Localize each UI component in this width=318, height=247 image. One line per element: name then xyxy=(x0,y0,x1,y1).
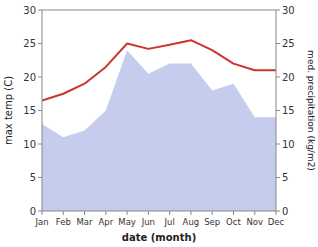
x-tick-label: Sep xyxy=(204,217,220,227)
x-tick-label: Aug xyxy=(183,217,200,227)
y2-tick-label: 30 xyxy=(282,5,295,16)
y2-tick-label: 10 xyxy=(282,139,295,150)
x-tick xyxy=(63,211,64,215)
x-tick-label: Oct xyxy=(226,217,241,227)
x-tick xyxy=(276,211,277,215)
line xyxy=(42,40,276,100)
y-tick-label: 0 xyxy=(30,206,36,217)
y2-tick xyxy=(276,177,280,178)
y2-axis-label: med. precipitation (kg/m2) xyxy=(306,50,316,171)
x-tick xyxy=(127,211,128,215)
y2-tick-label: 20 xyxy=(282,72,295,83)
area xyxy=(42,50,276,211)
y-tick xyxy=(38,43,42,44)
x-tick xyxy=(84,211,85,215)
y-tick-label: 25 xyxy=(23,38,36,49)
y2-tick xyxy=(276,10,280,11)
y2-tick-label: 25 xyxy=(282,38,295,49)
x-tick xyxy=(42,211,43,215)
y2-tick xyxy=(276,211,280,212)
x-tick xyxy=(169,211,170,215)
x-tick-label: Mar xyxy=(77,217,94,227)
y-tick xyxy=(38,110,42,111)
x-tick xyxy=(190,211,191,215)
y-tick-label: 10 xyxy=(23,139,36,150)
y-tick xyxy=(38,211,42,212)
y2-tick-label: 5 xyxy=(282,172,288,183)
y-tick xyxy=(38,177,42,178)
y2-tick xyxy=(276,110,280,111)
y2-tick-label: 15 xyxy=(282,105,295,116)
x-tick-label: Dec xyxy=(268,217,285,227)
x-tick-label: Jan xyxy=(34,217,48,227)
y2-tick xyxy=(276,77,280,78)
x-tick xyxy=(233,211,234,215)
y-tick-label: 20 xyxy=(23,72,36,83)
y-tick xyxy=(38,10,42,11)
x-tick-label: Nov xyxy=(246,217,263,227)
y-tick-label: 15 xyxy=(23,105,36,116)
x-tick xyxy=(105,211,106,215)
y-tick-label: 30 xyxy=(23,5,36,16)
plot-frame xyxy=(42,10,276,211)
x-tick-label: Feb xyxy=(56,217,71,227)
y2-tick xyxy=(276,144,280,145)
y-tick xyxy=(38,144,42,145)
x-tick-label: Jun xyxy=(141,217,155,227)
y2-tick-label: 0 xyxy=(282,206,288,217)
x-tick xyxy=(148,211,149,215)
x-tick-label: Apr xyxy=(98,217,113,227)
chart: 0 5 10 15 20 25 30 0 5 10 15 20 25 30 Jan Feb Mar Apr May J… xyxy=(0,0,318,247)
x-tick-label: Jul xyxy=(164,217,175,227)
y-axis-label: max temp (C) xyxy=(3,76,14,145)
x-tick xyxy=(212,211,213,215)
x-tick xyxy=(254,211,255,215)
x-tick-label: May xyxy=(118,217,136,227)
plot-area xyxy=(42,40,276,211)
y-tick-label: 5 xyxy=(30,172,36,183)
y-tick xyxy=(38,77,42,78)
x-axis-label: date (month) xyxy=(122,232,196,243)
y2-tick xyxy=(276,43,280,44)
